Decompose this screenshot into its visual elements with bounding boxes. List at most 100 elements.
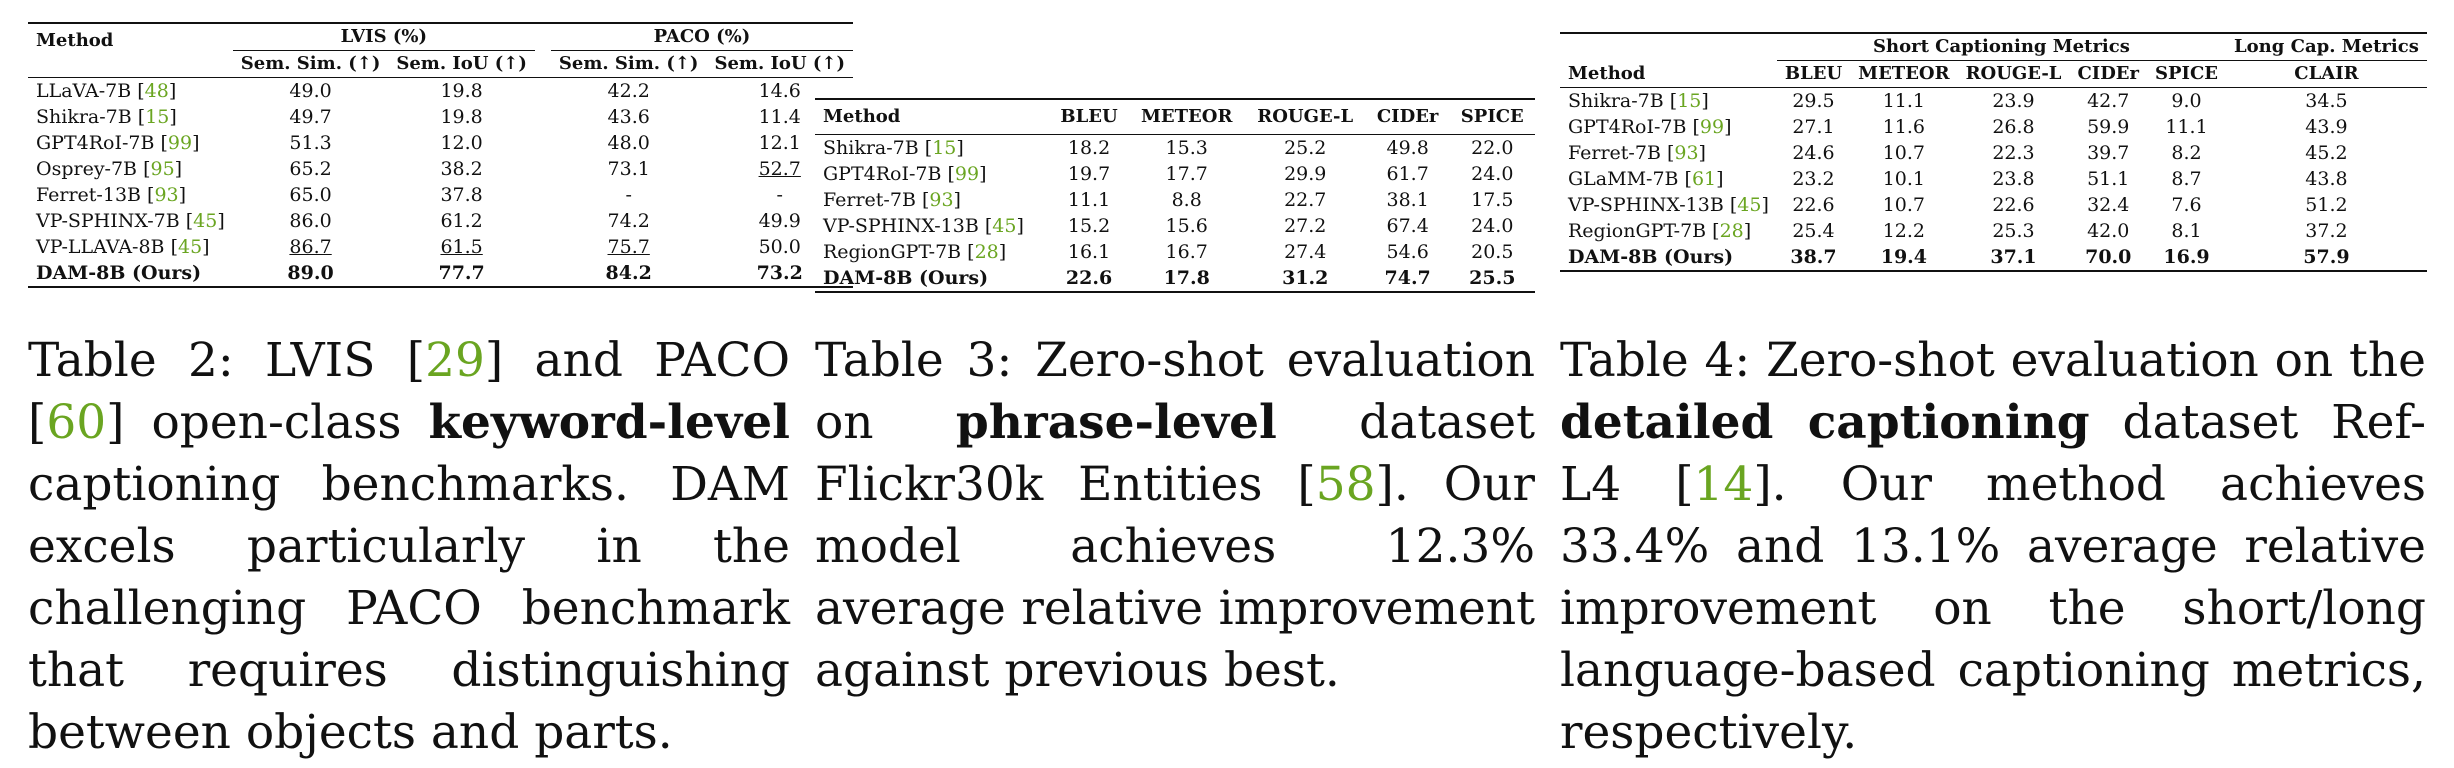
value-cell: 70.0: [2085, 246, 2132, 268]
citation-link[interactable]: 95: [150, 158, 175, 180]
value-cell: 74.7: [1384, 267, 1431, 289]
method-name: Osprey-7B [95]: [36, 158, 183, 180]
header-method: Method: [1568, 63, 1646, 84]
value-cell: 22.6: [1065, 267, 1113, 289]
value-cell: 15.2: [1067, 215, 1111, 237]
value-cell: 37.1: [1990, 246, 2037, 268]
value-cell: 49.8: [1386, 137, 1429, 159]
value-cell: -: [776, 184, 783, 206]
value-cell: 24.0: [1471, 163, 1514, 185]
value-cell: 45.2: [2305, 142, 2348, 164]
value-cell: 42.7: [2087, 90, 2130, 112]
method-label: GPT4RoI-7B: [1568, 116, 1687, 138]
method-label: Shikra-7B: [1568, 90, 1664, 112]
method-label: RegionGPT-7B: [823, 241, 962, 263]
citation-link[interactable]: 45: [1737, 194, 1762, 216]
table-4-block: Method Short Captioning Metrics Long Cap…: [1560, 0, 2427, 760]
method-name: Ferret-7B [93]: [1568, 142, 1706, 164]
value-cell: 34.5: [2305, 90, 2348, 112]
value-cell: -: [625, 184, 632, 206]
header-meteor: METEOR: [1858, 63, 1950, 84]
citation-link[interactable]: 93: [154, 184, 179, 206]
value-cell: 29.5: [1792, 90, 1835, 112]
value-cell: 38.7: [1790, 246, 1837, 268]
value-cell: 61.5: [440, 236, 483, 258]
value-cell: 22.3: [1992, 142, 2035, 164]
value-cell: 43.8: [2305, 168, 2348, 190]
value-cell: 10.7: [1882, 142, 1926, 164]
value-cell: 25.2: [1284, 137, 1327, 159]
method-name: DAM-8B (Ours): [815, 265, 1049, 292]
method-label: VP-SPHINX-7B: [36, 210, 180, 232]
method-name: VP-SPHINX-13B [45]: [1568, 194, 1769, 216]
value-cell: 12.2: [1882, 220, 1926, 242]
table-row: VP-SPHINX-7B [45] 86.0 61.2 74.2 49.9: [28, 208, 853, 234]
citation-link[interactable]: 45: [193, 210, 218, 232]
table-2: Method LVIS (%) PACO (%) Sem. Sim. (↑) S…: [28, 22, 853, 288]
header-sem-iou: Sem. IoU (↑): [396, 53, 527, 74]
value-cell: 65.0: [289, 184, 332, 206]
header-sem-iou: Sem. IoU (↑): [714, 53, 845, 74]
table-row: RegionGPT-7B [28] 16.1 16.7 27.4 54.6 20.5: [815, 239, 1535, 265]
citation-link[interactable]: 99: [1699, 116, 1725, 138]
value-cell: 39.7: [2087, 142, 2130, 164]
citation-link[interactable]: 45: [177, 236, 203, 258]
value-cell: 12.0: [440, 132, 483, 154]
value-cell: 25.4: [1792, 220, 1835, 242]
value-cell: 38.2: [440, 158, 483, 180]
value-cell: 77.7: [438, 262, 485, 284]
value-cell: 25.5: [1469, 267, 1516, 289]
value-cell: 19.8: [440, 80, 483, 102]
citation-link[interactable]: 99: [167, 132, 193, 154]
value-cell: 38.1: [1386, 189, 1429, 211]
value-cell: 12.1: [758, 132, 801, 154]
citation-link[interactable]: 93: [1674, 142, 1699, 164]
header-rouge-l: ROUGE-L: [1965, 63, 2062, 84]
method-label: VP-LLAVA-8B: [36, 236, 165, 258]
value-cell: 15.3: [1165, 137, 1208, 159]
value-cell: 8.2: [2171, 142, 2202, 164]
value-cell: 22.7: [1284, 189, 1327, 211]
value-cell: 25.3: [1992, 220, 2035, 242]
citation-link[interactable]: 48: [144, 80, 169, 102]
value-cell: 22.0: [1471, 137, 1514, 159]
citation-link[interactable]: 99: [954, 163, 980, 185]
method-name: Shikra-7B [15]: [823, 137, 964, 159]
table-row: Osprey-7B [95] 65.2 38.2 73.1 52.7: [28, 156, 853, 182]
value-cell: 89.0: [287, 262, 334, 284]
value-cell: 27.4: [1284, 241, 1327, 263]
table-row: RegionGPT-7B [28] 25.4 12.2 25.3 42.0 8.1 37.2: [1560, 218, 2427, 244]
citation-link[interactable]: 61: [1691, 168, 1717, 190]
value-cell: 86.7: [289, 236, 332, 258]
citation-link[interactable]: 45: [992, 215, 1017, 237]
method-label: LLaVA-7B: [36, 80, 132, 102]
header-meteor: METEOR: [1141, 106, 1233, 127]
table-3: Method BLEU METEOR ROUGE-L CIDEr SPICE Shikra…: [815, 98, 1535, 293]
value-cell: 10.1: [1882, 168, 1926, 190]
citation-link[interactable]: 15: [1677, 90, 1702, 112]
citation-link[interactable]: 15: [145, 106, 170, 128]
value-cell: 9.0: [2171, 90, 2202, 112]
value-cell: 84.2: [605, 262, 652, 284]
method-label: Osprey-7B: [36, 158, 138, 180]
header-long-captioning: Long Cap. Metrics: [2226, 33, 2427, 61]
value-cell: 11.6: [1882, 116, 1926, 138]
method-label: DAM-8B (Ours): [1568, 246, 1734, 268]
table-row: DAM-8B (Ours) 89.0 77.7 84.2 73.2: [28, 260, 853, 287]
value-cell: 65.2: [289, 158, 332, 180]
value-cell: 16.9: [2163, 246, 2210, 268]
citation-link[interactable]: 93: [929, 189, 954, 211]
header-paco: PACO (%): [550, 23, 853, 51]
table-row: VP-SPHINX-13B [45] 15.2 15.6 27.2 67.4 24.0: [815, 213, 1535, 239]
method-name: GLaMM-7B [61]: [1568, 168, 1724, 190]
method-name: LLaVA-7B [48]: [36, 80, 177, 102]
value-cell: 23.8: [1992, 168, 2035, 190]
value-cell: 11.1: [1882, 90, 1926, 112]
header-lvis: LVIS (%): [232, 23, 535, 51]
value-cell: 20.5: [1471, 241, 1514, 263]
citation-link[interactable]: 15: [932, 137, 957, 159]
citation-link[interactable]: 28: [974, 241, 999, 263]
value-cell: 51.2: [2305, 194, 2348, 216]
table-row: VP-LLAVA-8B [45] 86.7 61.5 75.7 50.0: [28, 234, 853, 260]
citation-link[interactable]: 28: [1719, 220, 1744, 242]
